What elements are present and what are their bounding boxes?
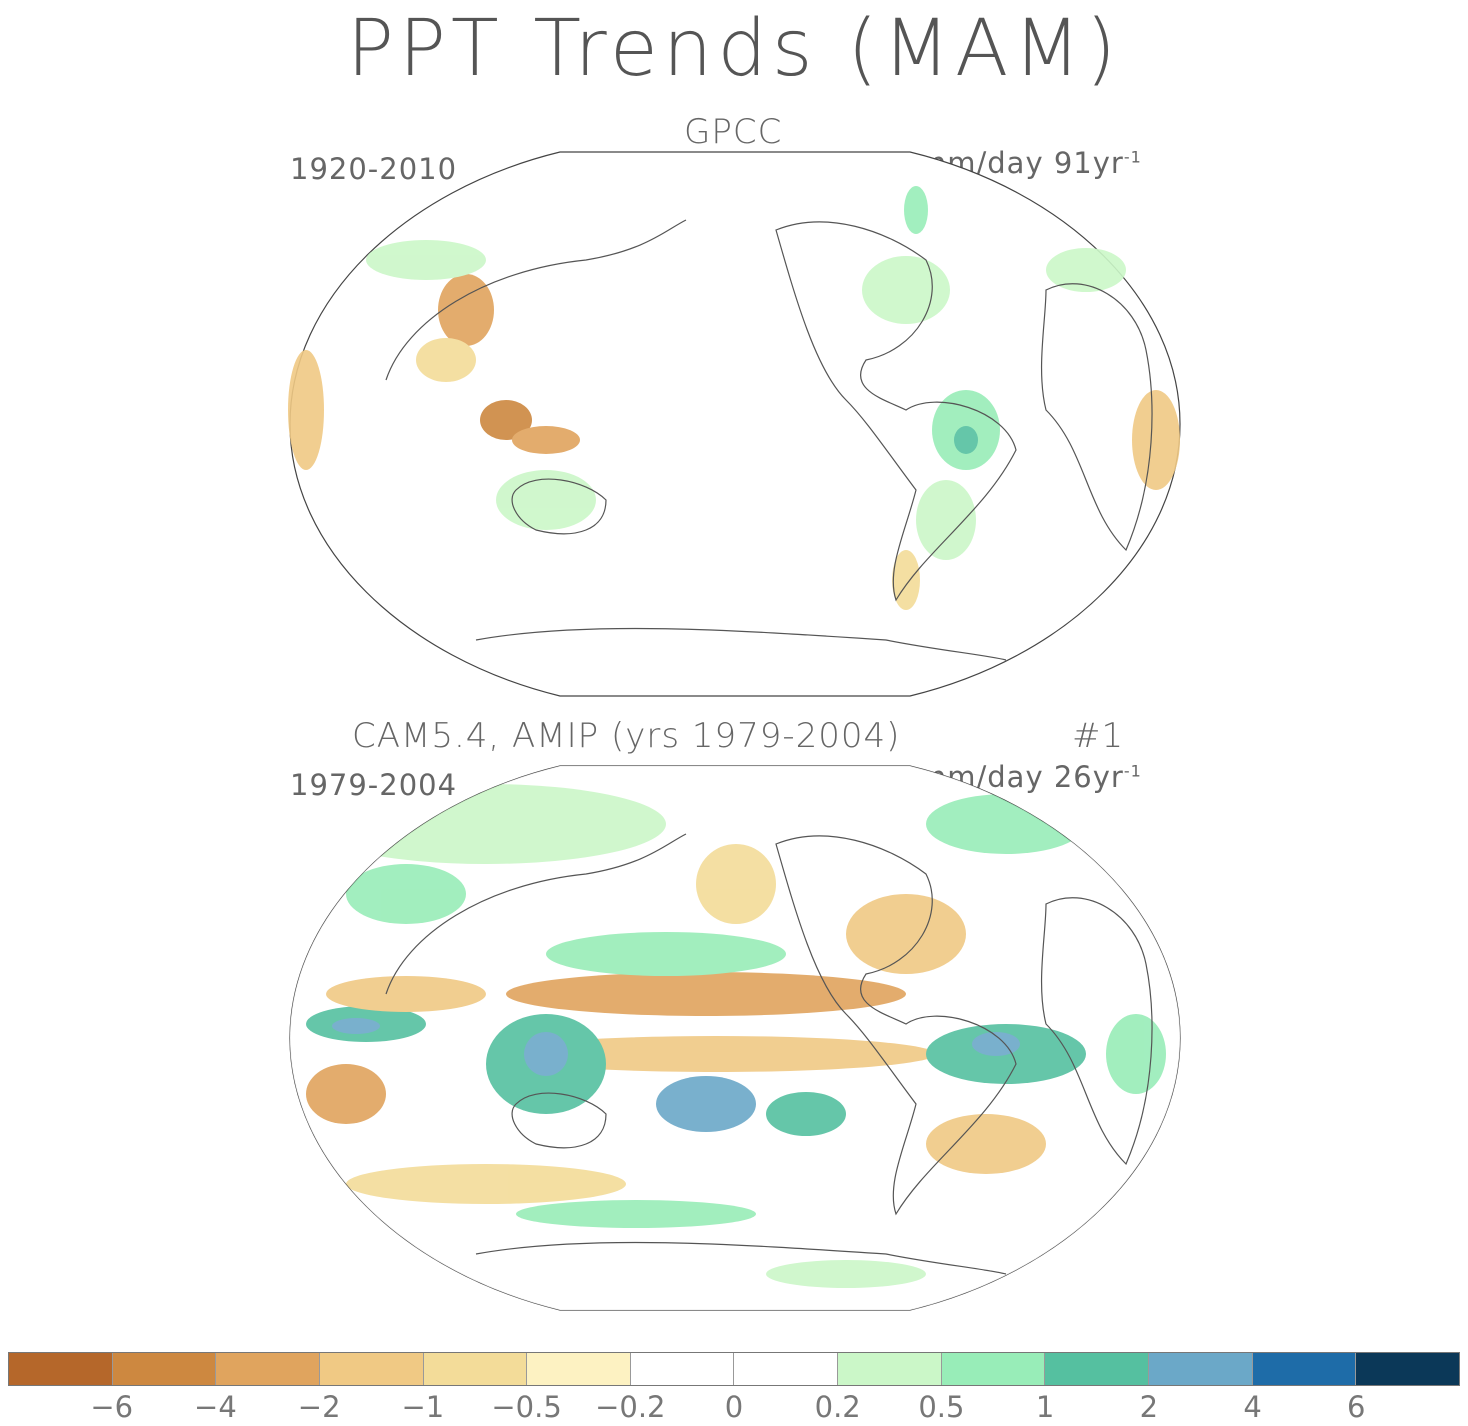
colorbar-cell [9, 1353, 113, 1385]
colorbar-tick-label: 6 [1347, 1390, 1366, 1424]
panel-1-period: 1920-2010 [290, 152, 458, 186]
colorbar-cell [1149, 1353, 1253, 1385]
colorbar-cell [423, 1353, 528, 1385]
colorbar-tick-label: 0.5 [918, 1390, 965, 1424]
panel-2-period: 1979-2004 [290, 768, 458, 802]
trend-patches [290, 766, 1180, 1310]
panel-2-title: CAM5.4, AMIP (yrs 1979-2004) [352, 716, 901, 756]
colorbar-tick-label: −1 [401, 1390, 445, 1424]
coastlines [385, 833, 1153, 1275]
colorbar-cell [319, 1353, 424, 1385]
main-title: PPT Trends (MAM) [346, 4, 1122, 94]
colorbar-tick-label: 1 [1035, 1390, 1055, 1424]
trend-patches [288, 186, 1180, 610]
colorbar-tick-label: −2 [297, 1390, 341, 1424]
colorbar-cell [1356, 1353, 1459, 1385]
map-outline [289, 151, 1181, 697]
colorbar-tick-label: −6 [90, 1390, 134, 1424]
panel-2-run: #1 [1072, 716, 1125, 756]
colorbar-tick-label: 0 [724, 1390, 744, 1424]
colorbar-cell [838, 1353, 942, 1385]
colorbar-tick-label: 2 [1139, 1390, 1159, 1424]
panel-1-title: GPCC [684, 112, 783, 152]
map-cam54-amip [289, 765, 1181, 1311]
colorbar-cell [1045, 1353, 1150, 1385]
map-gpcc [288, 151, 1181, 697]
colorbar-tick-label: 0.2 [814, 1390, 861, 1424]
colorbar-cell [1252, 1353, 1357, 1385]
colorbar-tick-label: −0.2 [595, 1390, 666, 1424]
colorbar-cell [112, 1353, 217, 1385]
colorbar-cell [734, 1353, 839, 1385]
colorbar-cell [941, 1353, 1046, 1385]
colorbar [8, 1352, 1460, 1386]
colorbar-cell [527, 1353, 631, 1385]
colorbar-tick-label: −0.5 [491, 1390, 562, 1424]
colorbar-cell [216, 1353, 320, 1385]
colorbar-tick-label: −4 [194, 1390, 237, 1424]
coastlines [385, 219, 1153, 661]
colorbar-cell [630, 1353, 735, 1385]
panel-2-units: mm/day 26yr-1 [918, 760, 1142, 794]
colorbar-tick-label: 4 [1243, 1390, 1262, 1424]
